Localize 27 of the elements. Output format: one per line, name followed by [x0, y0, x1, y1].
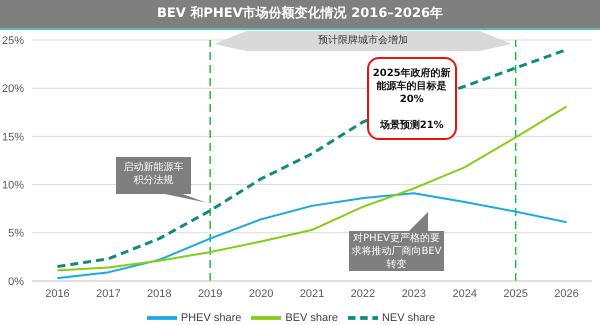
y-tick-label: 25%	[2, 34, 24, 47]
legend-label: PHEV share	[180, 312, 242, 324]
annotation: 启动新能源车积分法规	[116, 157, 191, 194]
x-tick-label: 2022	[350, 288, 376, 300]
y-tick-label: 20%	[2, 83, 24, 96]
annotation: 预计限牌城市会增加	[316, 34, 409, 48]
y-tick-label: 5%	[8, 228, 24, 240]
x-tick-label: 2025	[503, 288, 528, 300]
x-tick-label: 2020	[248, 288, 274, 300]
x-tick-label: 2018	[147, 288, 172, 300]
line-series	[56, 106, 568, 272]
x-tick-label: 2016	[45, 288, 70, 300]
line-series	[56, 192, 568, 280]
x-tick-label: 2017	[96, 288, 121, 300]
x-tick-label: 2026	[554, 288, 579, 300]
x-tick-label: 2024	[452, 288, 477, 300]
y-tick-label: 15%	[2, 131, 24, 144]
y-tick-label: 0%	[8, 276, 24, 288]
legend-label: BEV share	[285, 312, 338, 324]
callout-box: 2025年政府的新能源车的目标是20% 场景预测21%	[366, 57, 457, 140]
x-tick-label: 2023	[402, 288, 426, 300]
legend-label: NEV share	[382, 312, 436, 324]
annotation: 对PHEV更严格的要求将推动厂商向BEV转变	[349, 231, 444, 271]
x-tick-label: 2019	[198, 288, 222, 300]
x-tick-label: 2021	[300, 288, 324, 300]
y-tick-label: 10%	[2, 180, 24, 192]
chart-title: BEV 和PHEV市场份额变化情况 2016–2026年	[0, 0, 600, 30]
